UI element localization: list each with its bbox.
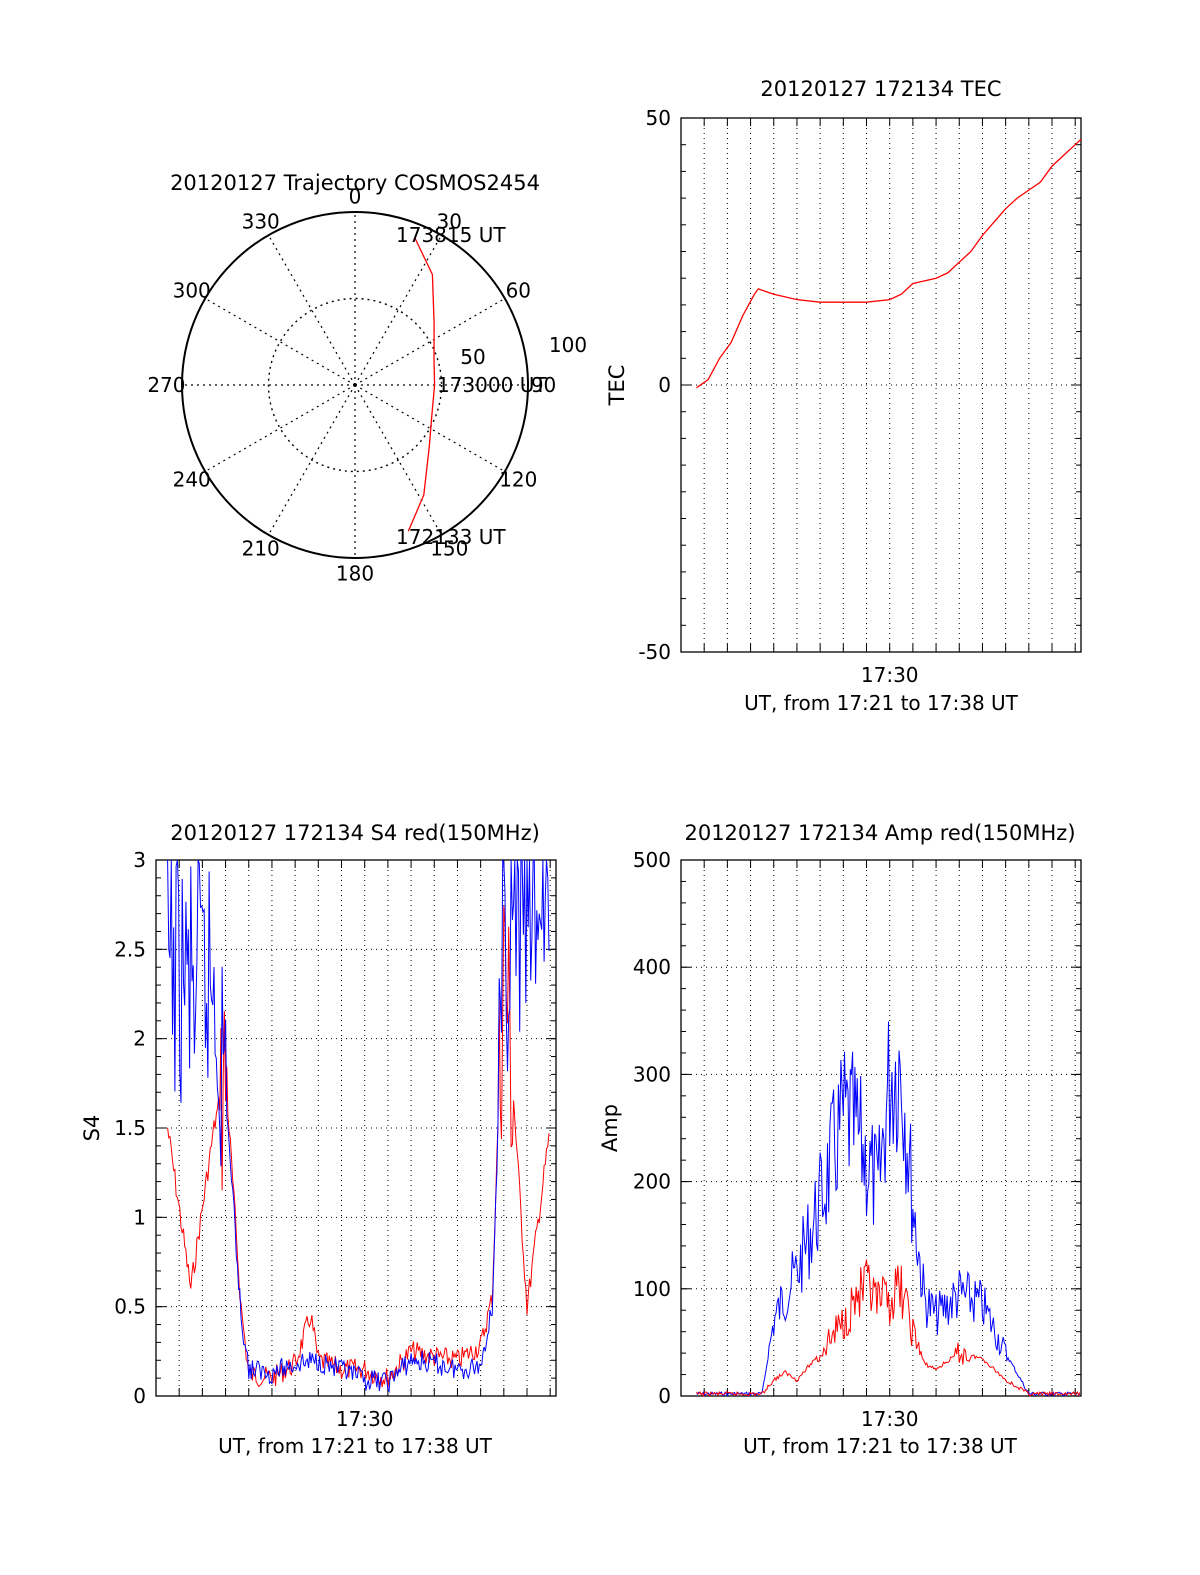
y-tick-label: 2 bbox=[133, 1027, 146, 1051]
series-red-line bbox=[696, 138, 1082, 389]
plot-frame bbox=[680, 117, 1082, 653]
plot-frame bbox=[680, 859, 1082, 1397]
polar-angle-label: 270 bbox=[147, 373, 185, 397]
tec-marks bbox=[696, 138, 1082, 389]
polar-trajectory-panel: 20120127 Trajectory COSMOS2454 0 30 60 90 12… bbox=[147, 171, 587, 586]
polar-angle-label: 240 bbox=[173, 467, 211, 491]
trajectory-time-label: 173000 UT bbox=[437, 373, 547, 397]
y-tick-label: -50 bbox=[638, 640, 671, 664]
y-tick-label: 0 bbox=[658, 1384, 671, 1408]
amp-xlabel: UT, from 17:21 to 17:38 UT bbox=[743, 1434, 1018, 1458]
polar-radius-label: 100 bbox=[549, 333, 587, 357]
polar-spoke bbox=[267, 234, 356, 386]
polar-angle-label: 300 bbox=[173, 279, 211, 303]
s4-title: 20120127 172134 S4 red(150MHz) bbox=[170, 821, 540, 845]
polar-grid bbox=[181, 211, 529, 559]
polar-radius-label: 50 bbox=[460, 345, 485, 369]
amp-ylabel: Amp bbox=[598, 1104, 622, 1152]
polar-angle-label: 0 bbox=[349, 184, 362, 208]
s4-marks bbox=[167, 858, 551, 1394]
y-tick-label: 2.5 bbox=[114, 937, 146, 961]
y-tick-label: 400 bbox=[633, 955, 671, 979]
amp-marks bbox=[696, 1021, 1082, 1398]
plot-frame bbox=[155, 859, 557, 1397]
trajectory-time-label: 172133 UT bbox=[396, 525, 506, 549]
tec-grid: -50 0 50 17:30 bbox=[638, 106, 1082, 687]
tec-title: 20120127 172134 TEC bbox=[760, 77, 1001, 101]
x-tick-label: 17:30 bbox=[336, 1407, 394, 1431]
polar-spoke bbox=[354, 384, 443, 536]
y-tick-label: 1 bbox=[133, 1205, 146, 1229]
amp-grid: 0 100 200 300 400 500 17:30 bbox=[633, 848, 1082, 1431]
polar-angle-label: 150 bbox=[430, 536, 468, 560]
y-tick-label: 0 bbox=[133, 1384, 146, 1408]
polar-outer-ring bbox=[181, 211, 529, 559]
trajectory-line bbox=[407, 237, 436, 532]
tec-panel: 20120127 172134 TEC TEC UT, from 17:21 t… bbox=[605, 77, 1082, 715]
s4-grid: 0 0.5 1 1.5 2 2.5 3 17:30 bbox=[114, 848, 557, 1431]
polar-spoke bbox=[354, 297, 506, 386]
polar-angle-label: 30 bbox=[437, 210, 462, 234]
polar-spoke bbox=[354, 384, 506, 473]
amp-title: 20120127 172134 Amp red(150MHz) bbox=[684, 821, 1075, 845]
polar-spoke bbox=[204, 297, 356, 386]
amp-panel: 20120127 172134 Amp red(150MHz) Amp UT, … bbox=[598, 821, 1082, 1458]
x-tick-label: 17:30 bbox=[861, 663, 919, 687]
polar-angle-label: 90 bbox=[531, 373, 556, 397]
y-tick-label: 1.5 bbox=[114, 1116, 146, 1140]
polar-angle-label: 330 bbox=[242, 210, 280, 234]
polar-title: 20120127 Trajectory COSMOS2454 bbox=[170, 171, 540, 195]
series-blue-line bbox=[167, 858, 550, 1394]
tec-xlabel: UT, from 17:21 to 17:38 UT bbox=[744, 691, 1019, 715]
y-tick-label: 200 bbox=[633, 1170, 671, 1194]
y-tick-label: 3 bbox=[133, 848, 146, 872]
s4-ylabel: S4 bbox=[80, 1115, 104, 1142]
tec-ylabel: TEC bbox=[605, 365, 629, 407]
y-tick-label: 50 bbox=[646, 106, 671, 130]
y-tick-label: 0.5 bbox=[114, 1295, 146, 1319]
series-red-line bbox=[167, 906, 550, 1389]
y-tick-label: 300 bbox=[633, 1062, 671, 1086]
polar-spoke bbox=[204, 384, 356, 473]
polar-angle-label: 180 bbox=[336, 562, 374, 586]
y-tick-label: 0 bbox=[658, 373, 671, 397]
polar-labels: 0 30 60 90 120 150 180 210 240 270 300 330 50 100 bbox=[147, 184, 587, 585]
trajectory-time-label: 173815 UT bbox=[396, 223, 506, 247]
polar-ring bbox=[267, 297, 443, 473]
series-blue-line bbox=[696, 1021, 1080, 1398]
polar-angle-label: 210 bbox=[242, 536, 280, 560]
s4-panel: 20120127 172134 S4 red(150MHz) S4 UT, fr… bbox=[80, 821, 557, 1458]
polar-spoke bbox=[354, 234, 443, 386]
y-tick-label: 100 bbox=[633, 1277, 671, 1301]
x-tick-label: 17:30 bbox=[861, 1407, 919, 1431]
polar-spoke bbox=[267, 384, 356, 536]
y-tick-label: 500 bbox=[633, 848, 671, 872]
s4-xlabel: UT, from 17:21 to 17:38 UT bbox=[218, 1434, 493, 1458]
series-red-line bbox=[696, 1259, 1081, 1398]
polar-marks: 173815 UT 173000 UT 172133 UT bbox=[396, 223, 547, 549]
polar-angle-label: 120 bbox=[499, 467, 537, 491]
polar-angle-label: 60 bbox=[506, 279, 531, 303]
